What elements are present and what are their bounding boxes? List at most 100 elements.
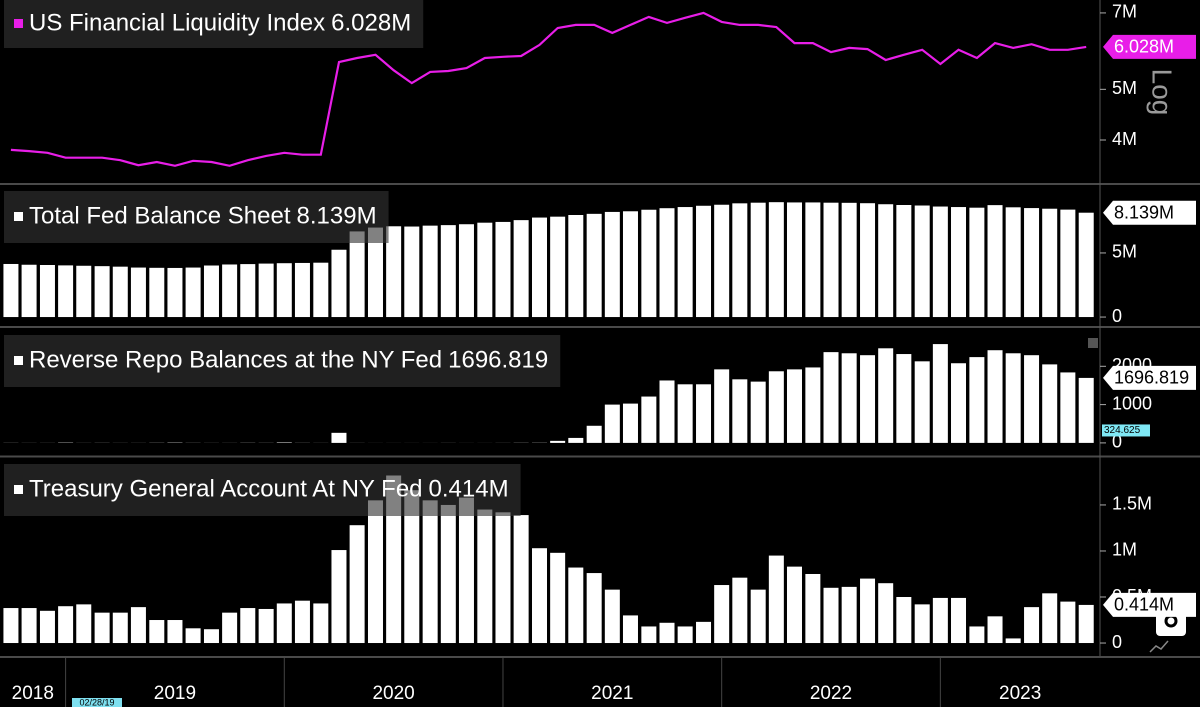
bar — [313, 262, 329, 318]
bar — [112, 612, 128, 644]
bar — [951, 597, 967, 644]
bar — [1005, 353, 1021, 443]
bar — [513, 515, 529, 644]
legend-marker — [14, 356, 23, 365]
chart-icon[interactable] — [1149, 640, 1169, 653]
bar — [841, 202, 857, 318]
last-value-tag — [1103, 34, 1196, 59]
bar — [477, 509, 493, 644]
bar — [112, 266, 128, 318]
bar — [349, 231, 365, 318]
bar — [586, 213, 602, 318]
bar — [641, 396, 657, 443]
bar — [860, 203, 876, 318]
legend-marker — [14, 19, 23, 28]
bar — [841, 353, 857, 443]
bar — [914, 361, 930, 443]
bar — [404, 490, 420, 644]
bar — [750, 381, 766, 443]
bar — [696, 205, 712, 318]
bar — [495, 512, 511, 644]
bar — [768, 555, 784, 644]
legend-box — [4, 191, 389, 243]
bar — [240, 608, 256, 644]
bar — [896, 354, 912, 443]
bar — [677, 384, 693, 443]
bar — [1060, 209, 1076, 318]
bar — [1005, 638, 1021, 644]
bar — [987, 616, 1003, 644]
bar — [841, 586, 857, 644]
last-value-label: 1696.819 — [1114, 368, 1189, 388]
bar — [458, 497, 474, 644]
cursor-label-box — [72, 698, 122, 707]
bar — [622, 615, 638, 644]
bar — [532, 217, 548, 318]
bar — [1042, 593, 1058, 644]
bar — [1060, 601, 1076, 644]
bar — [641, 209, 657, 318]
bar — [860, 355, 876, 443]
bar — [130, 607, 146, 644]
bar — [914, 205, 930, 318]
y-tick-label: 0 — [1112, 306, 1122, 326]
bar — [513, 220, 529, 318]
y-tick-label: 1.5M — [1112, 494, 1152, 514]
legend-label: Total Fed Balance Sheet — [29, 202, 291, 229]
legend-label: Treasury General Account At NY Fed — [29, 475, 423, 502]
scale-label: Log — [1147, 69, 1178, 116]
bar — [696, 621, 712, 644]
bar — [422, 225, 438, 318]
y-tick-label: 7M — [1112, 2, 1137, 22]
legend-box — [4, 464, 521, 516]
bar — [714, 204, 730, 318]
bar — [222, 612, 238, 644]
bar — [568, 437, 584, 443]
bar — [1042, 208, 1058, 318]
line — [10, 11, 1087, 167]
bar — [94, 612, 110, 644]
bar — [677, 626, 693, 644]
bar — [586, 425, 602, 443]
bar — [1024, 355, 1040, 443]
legend-value: 6.028M — [331, 9, 411, 36]
x-tick-label: 2018 — [12, 683, 54, 704]
legend-label: US Financial Liquidity Index — [29, 9, 325, 36]
last-value-tag — [1103, 592, 1196, 617]
bar — [750, 589, 766, 644]
bar — [677, 207, 693, 318]
bar — [240, 264, 256, 318]
bar — [3, 263, 19, 318]
bar — [495, 221, 511, 318]
bar — [1078, 604, 1094, 644]
bar — [294, 262, 310, 318]
bar — [167, 620, 183, 644]
bar — [568, 215, 584, 318]
marker-label: 324.625 — [1104, 425, 1141, 436]
bar — [276, 603, 292, 644]
bar — [896, 597, 912, 644]
bar — [550, 216, 566, 318]
bar — [1060, 372, 1076, 443]
bar — [805, 202, 821, 318]
bar — [568, 567, 584, 644]
bar — [932, 206, 948, 318]
bar — [167, 267, 183, 318]
panel-menu-icon[interactable] — [1088, 338, 1098, 348]
bar — [94, 266, 110, 318]
bar — [1042, 364, 1058, 443]
bar — [440, 504, 456, 644]
bar — [532, 548, 548, 644]
marker-label-box — [1102, 424, 1150, 437]
bar — [222, 264, 238, 318]
y-tick-label: 1000 — [1112, 393, 1152, 413]
bar — [786, 369, 802, 443]
bar — [604, 589, 620, 644]
x-tick-label: 2021 — [591, 683, 633, 704]
bar — [276, 263, 292, 318]
y-tick-label: 0 — [1112, 632, 1122, 652]
x-tick-label: 2022 — [810, 683, 852, 704]
bar — [732, 577, 748, 644]
legend-marker — [14, 485, 23, 494]
